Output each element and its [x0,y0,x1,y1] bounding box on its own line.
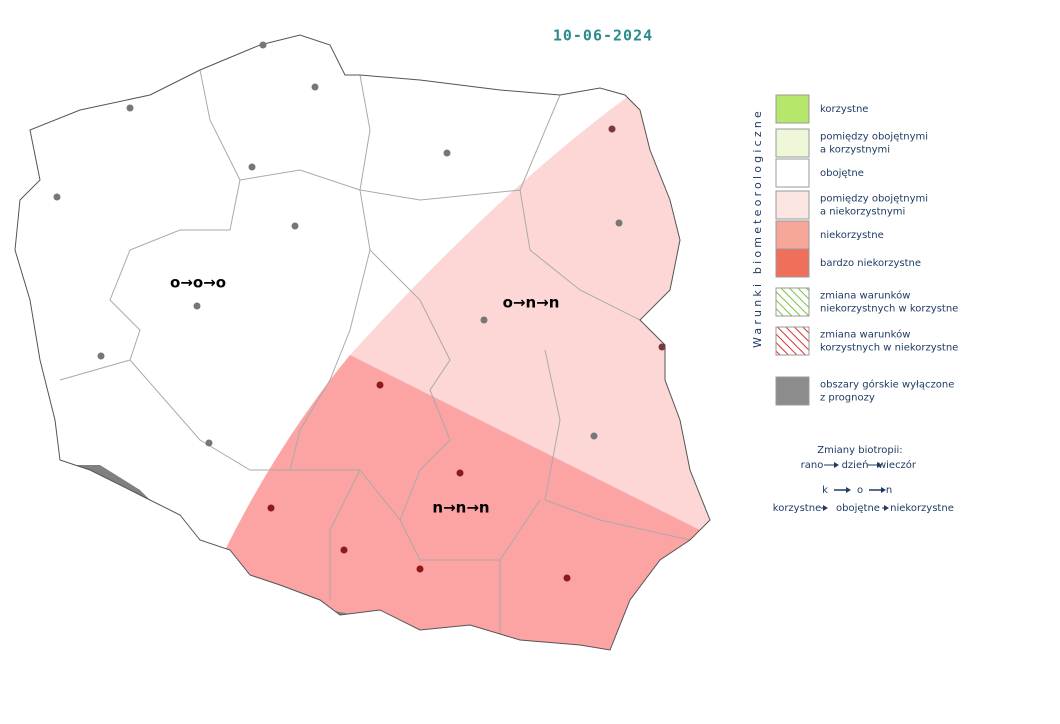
arrow-head [823,505,828,511]
legend-swatch [775,158,810,188]
arrow-head [881,487,886,493]
legend-label: korzystnych w niekorzystne [820,343,958,354]
biotropy-meanings: niekorzystne [890,503,954,514]
region-label: o→n→n [503,294,560,312]
biotropy-times: dzień [842,459,869,471]
legend-swatch [775,326,810,356]
legend-label: obszary górskie wyłączone [820,379,954,391]
legend-title: Warunki biometeorologiczne [751,108,764,348]
legend-swatch [775,248,810,278]
legend-swatch [775,220,810,250]
legend-label: z prognozy [820,393,875,404]
legend-label: pomiędzy obojętnymi [820,194,928,205]
legend-swatch [775,94,810,124]
legend-label: a niekorzystnymi [820,207,905,218]
biotropy-example: n [886,485,892,496]
legend-label: obojętne [820,168,864,179]
legend: korzystne pomiędzy obojętnymi a korzystnym… [775,94,958,406]
biotropy-times: rano [801,460,824,471]
biotropy-meanings: korzystne [773,503,821,514]
legend-label: bardzo niekorzystne [820,258,921,269]
legend-label: niekorzystne [820,230,884,241]
legend-label: niekorzystnych w korzystne [820,304,958,315]
biotropy-legend: Zmiany biotropii: rano dzień wieczór k o n korz… [773,445,954,514]
legend-swatch [775,128,810,158]
arrow-head [834,462,839,468]
arrow-head [884,505,889,511]
legend-swatch [775,376,810,406]
legend-swatch [775,287,810,317]
legend-label: korzystne [820,104,868,115]
legend-swatch [775,190,810,220]
legend-label: zmiana warunków [820,290,910,302]
biotropy-title: Zmiany biotropii: [817,445,902,456]
arrow-head [846,487,851,493]
legend-label: zmiana warunków [820,329,910,341]
legend-label: a korzystnymi [820,145,890,156]
region-label: o→o→o [170,274,226,292]
biotropy-example: o [857,485,863,496]
biotropy-meanings: obojętne [836,503,880,514]
date: 10-06-2024 [553,27,653,45]
biotropy-example: k [822,485,828,496]
cities [53,41,666,582]
biotropy-times: wieczór [878,459,917,471]
legend-label: pomiędzy obojętnymi [820,132,928,143]
region-label: n→n→n [432,499,489,517]
arrow-head [877,462,882,468]
